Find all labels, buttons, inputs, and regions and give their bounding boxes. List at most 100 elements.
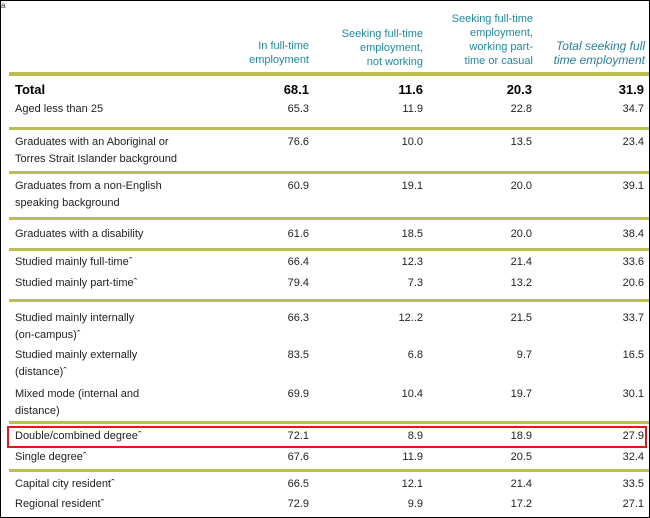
separator-rule	[9, 299, 649, 302]
cell-seeking-part-time: 20.5	[510, 451, 532, 463]
cell-seeking-part-time: 21.4	[510, 478, 532, 490]
cell-full-time: 67.6	[287, 451, 309, 463]
column-header-full-time: In full-time employment	[211, 39, 309, 67]
cell-seeking-not-working: 11.6	[398, 82, 423, 97]
row-label: Aged less than 25	[15, 101, 103, 118]
row-label-line: distance)	[15, 405, 60, 417]
cell-total-seeking: 33.6	[622, 256, 644, 268]
row-label-line: Total	[15, 82, 46, 97]
header-line: Seeking full-time	[341, 28, 423, 40]
cell-full-time: 69.9	[287, 388, 309, 400]
cell-seeking-part-time: 18.9	[510, 430, 532, 442]
cell-seeking-part-time: 20.3	[506, 82, 532, 97]
row-label-line: Graduates from a non-English	[15, 180, 162, 192]
cell-seeking-part-time: 21.4	[510, 256, 532, 268]
cell-seeking-not-working: 12..2	[398, 312, 423, 324]
row-label-line: Capital city residentˆ	[15, 478, 115, 490]
header-line: employment,	[360, 42, 423, 54]
row-label-line: Studied mainly part-timeˆ	[15, 277, 138, 289]
cell-total-seeking: 39.1	[622, 180, 644, 192]
row-label-line: (distance)ˆ	[15, 366, 67, 378]
cell-total-seeking: 33.5	[622, 478, 644, 490]
row-label: Regional residentˆ	[15, 496, 104, 513]
cell-seeking-not-working: 18.5	[401, 228, 423, 240]
row-label-line: Double/combined degreeˆ	[15, 430, 142, 442]
cell-seeking-part-time: 20.0	[510, 180, 532, 192]
row-label-line: speaking background	[15, 197, 120, 209]
cell-seeking-part-time: 19.7	[510, 388, 532, 400]
row-label-line: Regional residentˆ	[15, 498, 105, 510]
cell-seeking-part-time: 13.2	[510, 277, 532, 289]
cell-seeking-not-working: 11.9	[402, 103, 423, 115]
header-line: In full-time	[258, 40, 309, 52]
cell-seeking-part-time: 13.5	[510, 136, 532, 148]
row-label: Graduates from a non-English speaking ba…	[15, 178, 162, 212]
cell-full-time: 79.4	[287, 277, 309, 289]
cell-seeking-part-time: 21.5	[510, 312, 532, 324]
cell-seeking-part-time: 9.7	[516, 349, 532, 361]
cell-full-time: 76.6	[287, 136, 309, 148]
separator-rule	[9, 421, 649, 424]
row-label: Single degreeˆ	[15, 449, 87, 466]
separator-rule	[9, 217, 649, 220]
row-label: Studied mainly part-timeˆ	[15, 275, 137, 292]
row-label-line: (on-campus)ˆ	[15, 329, 81, 341]
column-header-total-seeking: Total seeking full time employment	[539, 39, 645, 67]
cell-total-seeking: 34.7	[622, 103, 644, 115]
row-label: Capital city residentˆ	[15, 476, 115, 493]
cell-total-seeking: 38.4	[622, 228, 644, 240]
row-label: Studied mainly internally (on-campus)ˆ	[15, 310, 134, 344]
cell-total-seeking: 23.4	[622, 136, 644, 148]
row-label-line: Single degreeˆ	[15, 451, 87, 463]
cell-full-time: 72.9	[287, 498, 309, 510]
header-line: employment	[249, 54, 309, 66]
corner-mark: a	[1, 1, 6, 10]
header-line: employment,	[470, 27, 533, 39]
row-label-line: Graduates with an Aboriginal or	[15, 136, 169, 148]
separator-rule	[9, 171, 649, 174]
cell-seeking-part-time: 22.8	[510, 103, 532, 115]
cell-full-time: 66.3	[287, 312, 309, 324]
row-label: Graduates with a disability	[15, 226, 143, 243]
row-label-line: Torres Strait Islander background	[15, 153, 178, 165]
cell-seeking-part-time: 20.0	[510, 228, 532, 240]
separator-rule	[9, 127, 649, 130]
row-label-line: Studied mainly internally	[15, 312, 135, 324]
row-label: Total	[15, 81, 45, 98]
cell-seeking-not-working: 8.9	[407, 430, 423, 442]
cell-seeking-not-working: 19.1	[401, 180, 423, 192]
cell-seeking-not-working: 12.1	[401, 478, 423, 490]
cell-seeking-not-working: 10.4	[401, 388, 423, 400]
column-header-seeking-not-working: Seeking full-time employment, not workin…	[319, 27, 423, 69]
cell-full-time: 60.9	[287, 180, 309, 192]
row-label-line: Mixed mode (internal and	[15, 388, 140, 400]
cell-full-time: 83.5	[287, 349, 309, 361]
cell-total-seeking: 20.6	[622, 277, 644, 289]
row-label: Mixed mode (internal and distance)	[15, 386, 139, 420]
cell-seeking-not-working: 6.8	[407, 349, 423, 361]
header-line: Seeking full-time	[451, 13, 533, 25]
separator-rule	[9, 248, 649, 251]
cell-total-seeking: 27.1	[622, 498, 644, 510]
cell-seeking-not-working: 10.0	[401, 136, 423, 148]
header-line: working part-	[469, 41, 533, 53]
column-header-seeking-working-part-time: Seeking full-time employment, working pa…	[431, 12, 533, 68]
cell-full-time: 72.1	[287, 430, 309, 442]
header-rule	[9, 72, 649, 76]
row-label-line: Studied mainly full-timeˆ	[15, 256, 133, 268]
row-label: Double/combined degreeˆ	[15, 428, 142, 445]
cell-seeking-not-working: 11.9	[402, 451, 423, 463]
cell-full-time: 66.5	[287, 478, 309, 490]
row-label-line: Graduates with a disability	[15, 228, 144, 240]
cell-seeking-not-working: 12.3	[401, 256, 423, 268]
header-line: time employment	[553, 53, 645, 67]
cell-seeking-not-working: 9.9	[407, 498, 423, 510]
cell-total-seeking: 31.9	[618, 82, 644, 97]
header-line: time or casual	[464, 55, 533, 67]
cell-full-time: 61.6	[287, 228, 309, 240]
row-label: Graduates with an Aboriginal or Torres S…	[15, 134, 177, 168]
cell-full-time: 68.1	[283, 82, 309, 97]
cell-full-time: 66.4	[287, 256, 309, 268]
row-label-line: Aged less than 25	[15, 103, 104, 115]
